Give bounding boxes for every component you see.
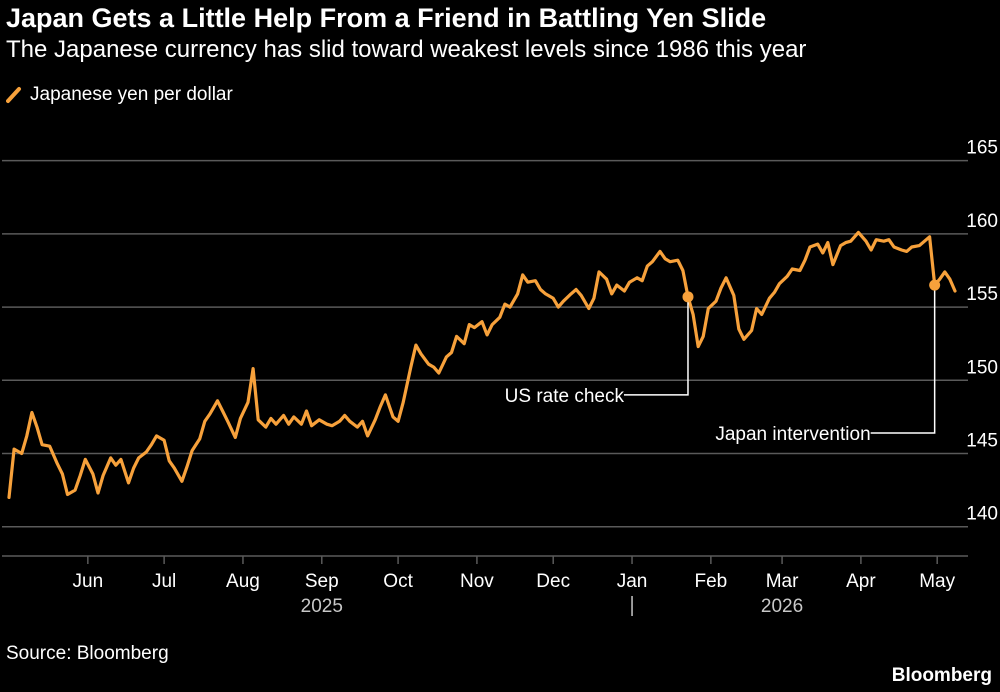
y-tick-label: 150 xyxy=(966,357,998,378)
x-tick-label: Nov xyxy=(460,571,494,592)
x-tick-label: Jul xyxy=(152,571,176,592)
chart-legend: Japanese yen per dollar xyxy=(6,84,233,106)
annotation-label: US rate check xyxy=(505,386,625,407)
y-tick-label: 140 xyxy=(966,504,998,525)
x-tick-label: Apr xyxy=(846,571,876,592)
x-tick-label: Oct xyxy=(383,571,413,592)
y-tick-label: 160 xyxy=(966,211,998,232)
legend-line-icon xyxy=(6,87,21,103)
x-tick-label: Dec xyxy=(536,571,570,592)
x-tick-label: Sep xyxy=(305,571,339,592)
annotation-leader-line xyxy=(870,285,936,434)
series-line-yen-per-dollar xyxy=(7,230,957,499)
chart-title: Japan Gets a Little Help From a Friend i… xyxy=(6,3,767,33)
annotation-marker xyxy=(682,291,694,303)
source-note: Source: Bloomberg xyxy=(6,643,169,664)
x-tick-label: May xyxy=(919,571,955,592)
x-tick-label: Feb xyxy=(694,571,727,592)
x-tick-label: Mar xyxy=(766,571,799,592)
x-tick-label: Aug xyxy=(226,571,260,592)
annotation-marker xyxy=(929,279,941,291)
x-tick-label: Jan xyxy=(617,571,648,592)
x-year-label: 2026 xyxy=(761,596,803,617)
annotation-label: Japan intervention xyxy=(715,424,870,445)
chart-subtitle: The Japanese currency has slid toward we… xyxy=(6,36,807,63)
x-tick-label: Jun xyxy=(73,571,104,592)
y-tick-label: 155 xyxy=(966,284,998,305)
legend-label: Japanese yen per dollar xyxy=(30,84,233,105)
bloomberg-logo: Bloomberg xyxy=(891,665,992,686)
x-year-label: 2025 xyxy=(301,596,343,617)
annotation-leader-line xyxy=(623,296,689,396)
y-tick-label: 145 xyxy=(966,431,998,452)
y-tick-label: 165 xyxy=(966,138,998,159)
